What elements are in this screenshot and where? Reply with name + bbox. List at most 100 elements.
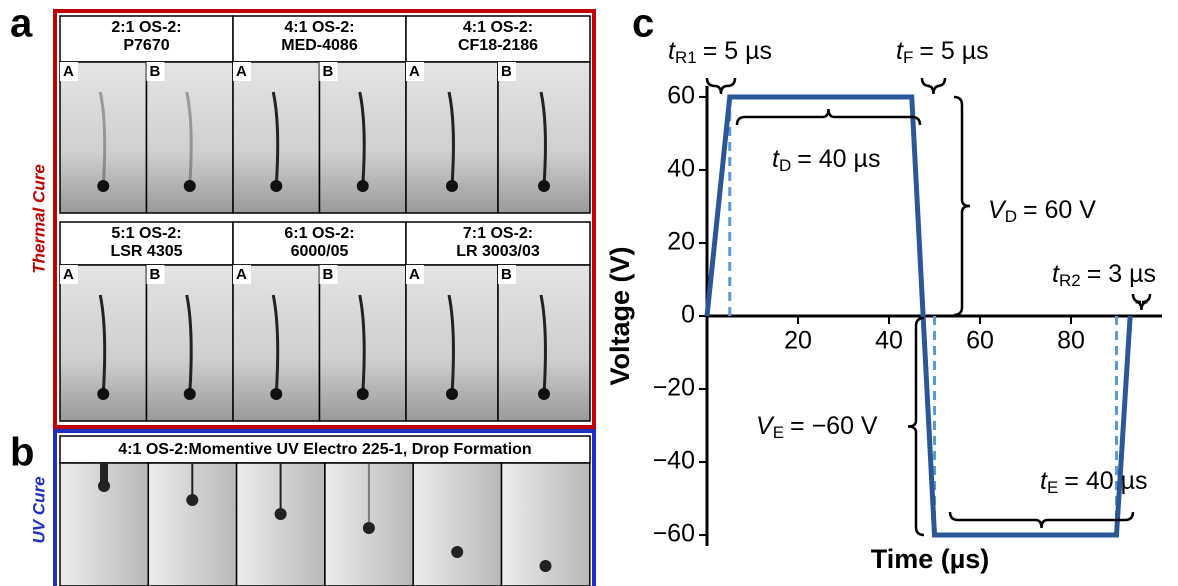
- droplet: [446, 388, 458, 400]
- panel-header: 4:1 OS-2:Momentive UV Electro 225-1, Dro…: [118, 441, 531, 458]
- annotation: tR2 = 3 µs: [1052, 260, 1156, 291]
- annotation-symbol: t: [772, 145, 780, 173]
- panel-header: P7670: [123, 37, 169, 54]
- droplet: [97, 388, 110, 400]
- header-box: [232, 221, 407, 266]
- header-box: [59, 15, 234, 63]
- y-tick-label: −20: [653, 374, 695, 402]
- series-line: [704, 94, 1133, 538]
- panel-label: c: [632, 2, 654, 46]
- y-tick-label: 40: [667, 155, 695, 183]
- sublabel-box: [319, 62, 338, 81]
- x-tick-label: 20: [784, 327, 812, 355]
- annotation-text: = −60 V: [790, 412, 878, 440]
- annotation-symbol: t: [1040, 467, 1048, 495]
- droplet: [270, 180, 283, 192]
- y-tick-label: −40: [653, 447, 695, 475]
- droplet: [356, 180, 369, 192]
- brace: [735, 108, 922, 126]
- annotation: tE = 40 µs: [1040, 467, 1148, 498]
- droplet: [539, 560, 552, 572]
- x-tick-label: 40: [875, 327, 903, 355]
- panel-frame: [53, 429, 596, 586]
- annotation: tF = 5 µs: [896, 37, 989, 68]
- image-label: A: [63, 63, 74, 80]
- brace: [907, 316, 925, 537]
- annotation-text: = 5 µs: [703, 37, 772, 65]
- droplet: [183, 388, 196, 400]
- sublabel-box: [498, 265, 516, 284]
- image-label: B: [150, 63, 161, 80]
- annotation-text: = 40 µs: [797, 145, 880, 173]
- image-label: A: [236, 63, 247, 80]
- annotation-text: = 60 V: [1023, 196, 1096, 224]
- side-label: Thermal Cure: [29, 164, 48, 274]
- filament: [358, 91, 366, 187]
- image-label: A: [236, 266, 247, 283]
- droplet: [97, 180, 110, 192]
- image-label: A: [409, 63, 420, 80]
- panel-header: LR 3003/03: [456, 243, 540, 260]
- panel-header: 6:1 OS-2:: [284, 225, 354, 242]
- image-label: B: [501, 63, 512, 80]
- sublabel-box: [146, 62, 165, 81]
- brace: [1131, 293, 1152, 311]
- annotation-symbol: t: [668, 37, 676, 65]
- image-label: A: [409, 266, 420, 283]
- panel-label: b: [10, 431, 34, 475]
- panel-header: 6000/05: [291, 243, 349, 260]
- image-label: B: [323, 63, 334, 80]
- annotation-subscript: F: [903, 48, 913, 67]
- sublabel-box: [60, 265, 78, 284]
- droplet: [270, 388, 283, 400]
- filament: [98, 294, 107, 395]
- filament: [358, 294, 366, 395]
- annotation-symbol: t: [896, 37, 904, 65]
- annotation-symbol: V: [988, 196, 1007, 224]
- panel-frame: [53, 9, 596, 429]
- annotation: VE = −60 V: [756, 412, 878, 443]
- header-box: [405, 221, 591, 266]
- panel-header: 7:1 OS-2:: [463, 225, 533, 242]
- droplet: [538, 180, 550, 192]
- sublabel-box: [498, 62, 516, 81]
- panel-header: CF18-2186: [458, 37, 538, 54]
- header-box: [405, 15, 591, 63]
- droplet: [183, 180, 196, 192]
- filament: [447, 294, 455, 395]
- annotation-text: = 40 µs: [1064, 467, 1147, 495]
- image-label: B: [501, 266, 512, 283]
- filament: [98, 91, 107, 187]
- annotation-subscript: D: [1005, 207, 1017, 226]
- filament: [539, 91, 547, 187]
- image-label: B: [150, 266, 161, 283]
- annotation-text: = 5 µs: [919, 37, 988, 65]
- axis-title: Voltage (V): [605, 246, 635, 385]
- panel-header: 5:1 OS-2:: [111, 225, 181, 242]
- panel-header: 4:1 OS-2:: [463, 19, 533, 36]
- image-label: B: [323, 266, 334, 283]
- sublabel-box: [60, 62, 78, 81]
- x-tick-label: 80: [1057, 327, 1085, 355]
- sublabel-box: [406, 265, 424, 284]
- filament: [185, 91, 193, 187]
- panel-header: MED-4086: [281, 37, 358, 54]
- filament: [271, 294, 280, 395]
- droplet: [356, 388, 369, 400]
- x-tick-label: 60: [966, 327, 994, 355]
- panel-header: 2:1 OS-2:: [111, 19, 181, 36]
- droplet: [451, 546, 464, 558]
- annotation-subscript: E: [773, 423, 784, 442]
- sublabel-box: [319, 265, 338, 284]
- filament: [447, 91, 455, 187]
- annotation-symbol: V: [756, 412, 775, 440]
- annotation: tD = 40 µs: [772, 145, 880, 176]
- brace: [953, 95, 971, 317]
- droplet: [362, 522, 375, 534]
- photo: [412, 462, 503, 586]
- annotation-text: = 3 µs: [1087, 260, 1156, 288]
- annotation-subscript: R2: [1059, 271, 1081, 290]
- sublabel-box: [406, 62, 424, 81]
- panel-header: LSR 4305: [110, 243, 182, 260]
- droplet: [538, 388, 550, 400]
